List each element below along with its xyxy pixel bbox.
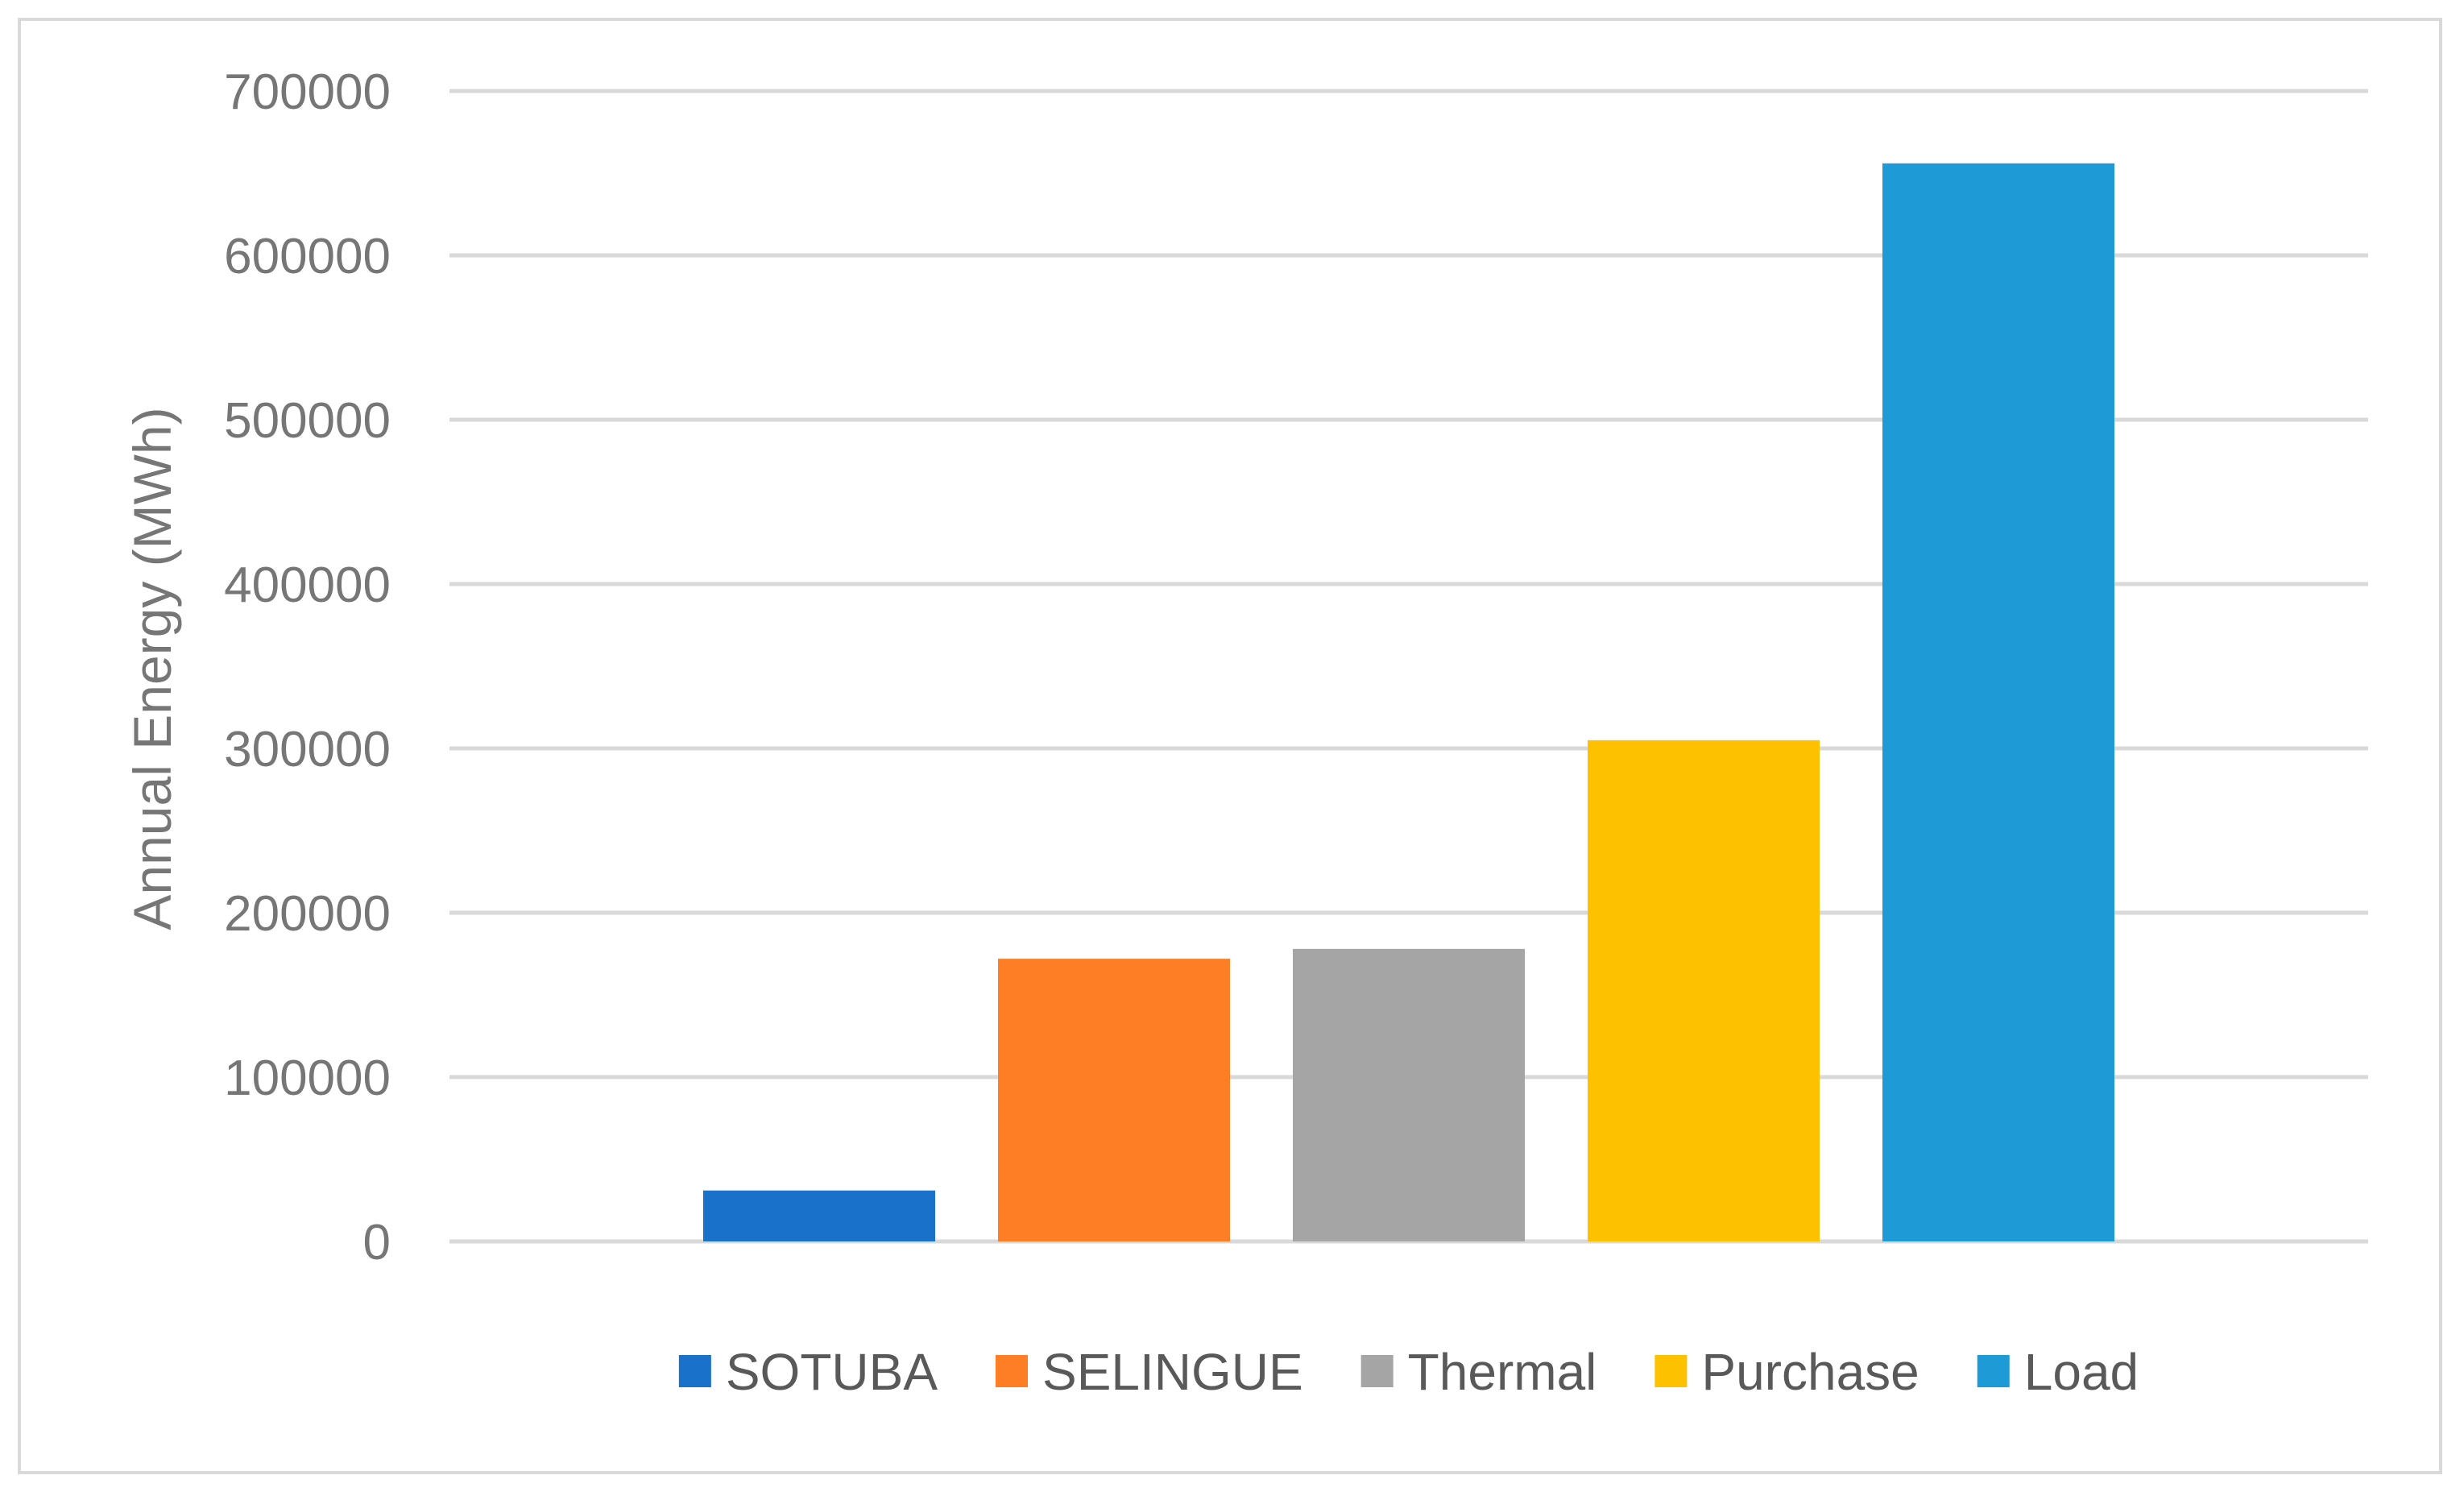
- bar-selingue: [998, 959, 1230, 1241]
- y-tick-label: 500000: [224, 393, 391, 449]
- legend-label: SELINGUE: [1042, 1343, 1303, 1401]
- bar-sotuba: [703, 1190, 935, 1241]
- legend-swatch: [678, 1355, 711, 1387]
- y-axis-tick-labels: 0 100000 200000 300000 400000 500000 600000 700…: [224, 64, 391, 1270]
- bar-load: [1882, 163, 2114, 1241]
- legend-swatch: [1977, 1355, 2010, 1387]
- legend-label: Purchase: [1701, 1343, 1919, 1401]
- legend-label: SOTUBA: [726, 1343, 938, 1401]
- legend-item-sotuba: SOTUBA: [678, 1343, 938, 1401]
- y-tick-label: 700000: [224, 64, 391, 120]
- legend-item-load: Load: [1977, 1343, 2139, 1401]
- legend-item-selingue: SELINGUE: [996, 1343, 1303, 1401]
- bars: [703, 163, 2114, 1241]
- y-tick-label: 100000: [224, 1051, 391, 1106]
- y-tick-label: 600000: [224, 229, 391, 284]
- legend-swatch: [996, 1355, 1029, 1387]
- bar-purchase: [1588, 740, 1820, 1241]
- legend-swatch: [1654, 1355, 1688, 1387]
- legend: SOTUBA SELINGUE Thermal Purchase Load: [678, 1343, 2139, 1401]
- legend-label: Thermal: [1408, 1343, 1597, 1401]
- bar-thermal: [1293, 948, 1525, 1241]
- y-tick-label: 0: [363, 1215, 391, 1270]
- legend-swatch: [1360, 1355, 1394, 1387]
- y-axis-title: Annual Energy (MWh): [122, 407, 182, 930]
- y-tick-label: 400000: [224, 557, 391, 613]
- y-tick-label: 200000: [224, 886, 391, 942]
- legend-label: Load: [2024, 1343, 2139, 1401]
- legend-item-thermal: Thermal: [1360, 1343, 1597, 1401]
- y-tick-label: 300000: [224, 722, 391, 777]
- legend-item-purchase: Purchase: [1654, 1343, 1919, 1401]
